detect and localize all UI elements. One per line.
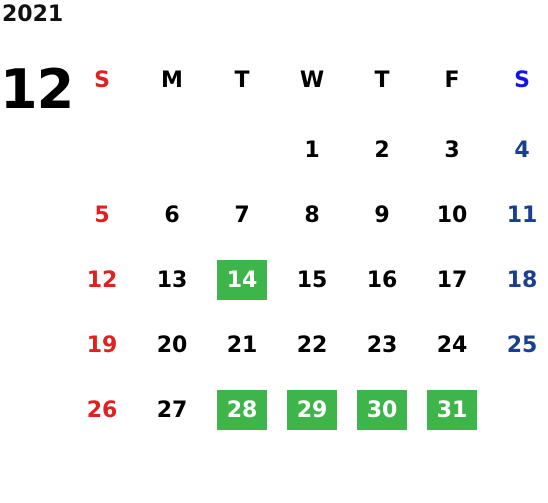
day-cell: 20	[156, 332, 188, 358]
day-cell: 29	[287, 390, 337, 430]
day-cell: 14	[217, 260, 267, 300]
day-cell: 11	[506, 202, 538, 228]
weekday-header-sun: S	[94, 67, 110, 93]
day-cell: 18	[506, 267, 538, 293]
day-cell: 1	[304, 137, 320, 163]
day-cell: 7	[234, 202, 250, 228]
weekday-header-wed: W	[299, 67, 325, 93]
day-cell: 16	[366, 267, 398, 293]
day-cell: 12	[86, 267, 118, 293]
day-cell: 10	[436, 202, 468, 228]
day-cell: 19	[86, 332, 118, 358]
weekday-header-tue: T	[234, 67, 250, 93]
day-cell: 9	[374, 202, 390, 228]
year-label: 2021	[2, 2, 64, 27]
day-cell: 30	[357, 390, 407, 430]
day-cell: 2	[374, 137, 390, 163]
month-label: 12	[0, 58, 74, 121]
day-cell: 26	[86, 397, 118, 423]
day-cell: 4	[514, 137, 530, 163]
day-cell: 24	[436, 332, 468, 358]
weekday-header-fri: F	[444, 67, 460, 93]
day-cell: 15	[296, 267, 328, 293]
day-cell: 25	[506, 332, 538, 358]
day-cell: 6	[164, 202, 180, 228]
day-cell: 28	[217, 390, 267, 430]
day-cell: 31	[427, 390, 477, 430]
weekday-header-thu: T	[374, 67, 390, 93]
day-cell: 21	[226, 332, 258, 358]
day-cell: 23	[366, 332, 398, 358]
day-cell: 17	[436, 267, 468, 293]
day-cell: 8	[304, 202, 320, 228]
weekday-header-sat: S	[514, 67, 530, 93]
day-cell: 22	[296, 332, 328, 358]
day-cell: 13	[156, 267, 188, 293]
day-cell: 27	[156, 397, 188, 423]
day-cell: 5	[94, 202, 110, 228]
weekday-header-mon: M	[161, 67, 183, 93]
day-cell: 3	[444, 137, 460, 163]
